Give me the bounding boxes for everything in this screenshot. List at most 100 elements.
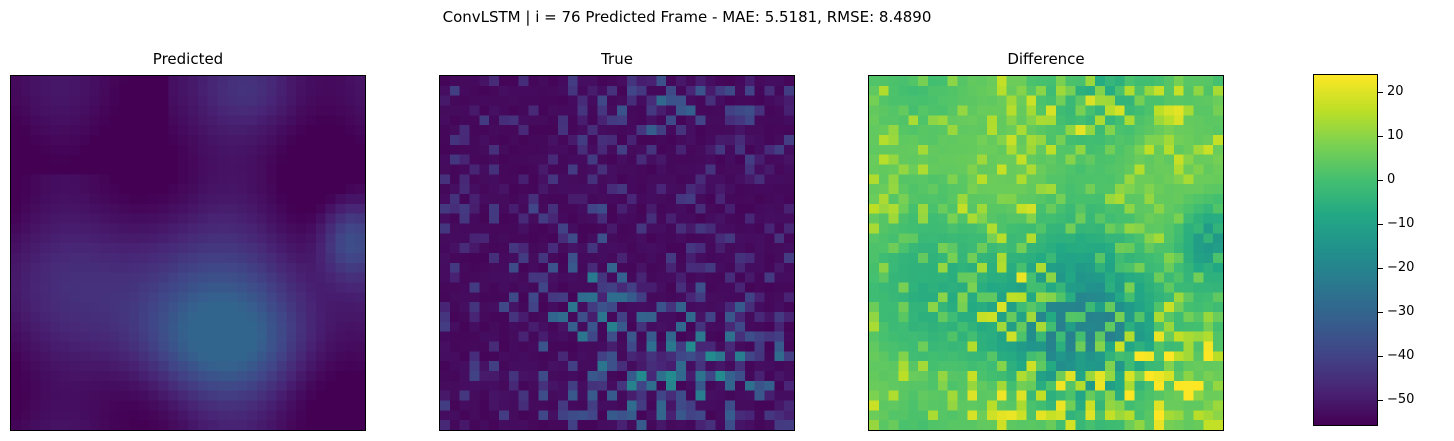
true-cell [646, 390, 657, 401]
difference-cell [996, 312, 1007, 323]
true-cell [636, 95, 647, 106]
difference-cell [937, 371, 948, 382]
true-cell [636, 144, 647, 155]
difference-cell [928, 371, 939, 382]
true-cell [607, 164, 618, 175]
true-cell [685, 223, 696, 234]
true-cell [617, 243, 628, 254]
true-cell [469, 154, 480, 165]
predicted-cell [355, 380, 365, 391]
difference-cell [1026, 282, 1037, 293]
difference-cell [1075, 203, 1086, 214]
predicted-cell [20, 371, 31, 382]
predicted-cell [325, 361, 336, 372]
true-cell [715, 105, 726, 116]
predicted-cell [315, 154, 326, 165]
true-cell [705, 105, 716, 116]
predicted-cell [60, 321, 71, 332]
predicted-cell [296, 154, 307, 165]
predicted-cell [197, 312, 208, 323]
difference-cell [1164, 164, 1175, 175]
predicted-cell [20, 312, 31, 323]
predicted-cell [20, 203, 31, 214]
true-cell [518, 174, 529, 185]
true-cell [754, 380, 765, 391]
true-cell [754, 105, 765, 116]
difference-cell [928, 203, 939, 214]
predicted-cell [30, 302, 41, 313]
true-cell [459, 76, 470, 87]
difference-cell [1164, 282, 1175, 293]
difference-cell [967, 400, 978, 411]
difference-cell [1183, 164, 1194, 175]
true-cell [754, 410, 765, 421]
difference-cell [947, 184, 958, 195]
predicted-cell [296, 312, 307, 323]
predicted-cell [217, 243, 228, 254]
true-cell [754, 125, 765, 136]
predicted-cell [325, 213, 336, 224]
predicted-cell [286, 174, 297, 185]
true-cell [558, 164, 569, 175]
predicted-cell [188, 292, 199, 303]
difference-cell [918, 312, 929, 323]
true-cell [469, 85, 480, 96]
true-cell [636, 302, 647, 313]
predicted-cell [40, 331, 51, 342]
predicted-cell [345, 390, 356, 401]
difference-cell [1046, 371, 1057, 382]
difference-cell [1183, 135, 1194, 146]
difference-cell [898, 282, 909, 293]
difference-cell [967, 341, 978, 352]
predicted-cell [148, 351, 159, 362]
difference-cell [1114, 272, 1125, 283]
predicted-cell [296, 390, 307, 401]
true-cell [685, 371, 696, 382]
true-cell [695, 361, 706, 372]
predicted-cell [256, 85, 267, 96]
difference-cell [1075, 351, 1086, 362]
true-cell [715, 351, 726, 362]
predicted-cell [30, 410, 41, 421]
predicted-cell [30, 341, 41, 352]
predicted-cell [70, 341, 81, 352]
difference-cell [928, 164, 939, 175]
difference-cell [1085, 105, 1096, 116]
predicted-cell [119, 154, 130, 165]
true-cell [587, 85, 598, 96]
true-cell [617, 400, 628, 411]
true-cell [508, 272, 519, 283]
difference-cell [1006, 213, 1017, 224]
predicted-cell [345, 144, 356, 155]
difference-cell [918, 282, 929, 293]
true-cell [735, 76, 746, 87]
predicted-cell [20, 243, 31, 254]
predicted-cell [30, 371, 41, 382]
difference-cell [878, 164, 889, 175]
difference-cell [878, 292, 889, 303]
true-cell [676, 125, 687, 136]
true-cell [567, 105, 578, 116]
predicted-cell [11, 105, 22, 116]
predicted-cell [119, 420, 130, 430]
difference-cell [1203, 213, 1214, 224]
true-cell [528, 184, 539, 195]
difference-cell [1164, 380, 1175, 391]
true-cell [567, 243, 578, 254]
difference-cell [1124, 380, 1135, 391]
true-cell [666, 400, 677, 411]
predicted-cell [237, 331, 248, 342]
colorbar-tick-mark [1378, 135, 1383, 137]
predicted-cell [227, 174, 238, 185]
predicted-cell [168, 410, 179, 421]
difference-cell [1016, 361, 1027, 372]
true-cell [784, 223, 794, 234]
difference-cell [957, 184, 968, 195]
true-cell [685, 95, 696, 106]
predicted-cell [345, 312, 356, 323]
difference-cell [869, 115, 880, 126]
true-cell [469, 361, 480, 372]
true-cell [685, 312, 696, 323]
predicted-cell [207, 331, 218, 342]
true-cell [676, 292, 687, 303]
